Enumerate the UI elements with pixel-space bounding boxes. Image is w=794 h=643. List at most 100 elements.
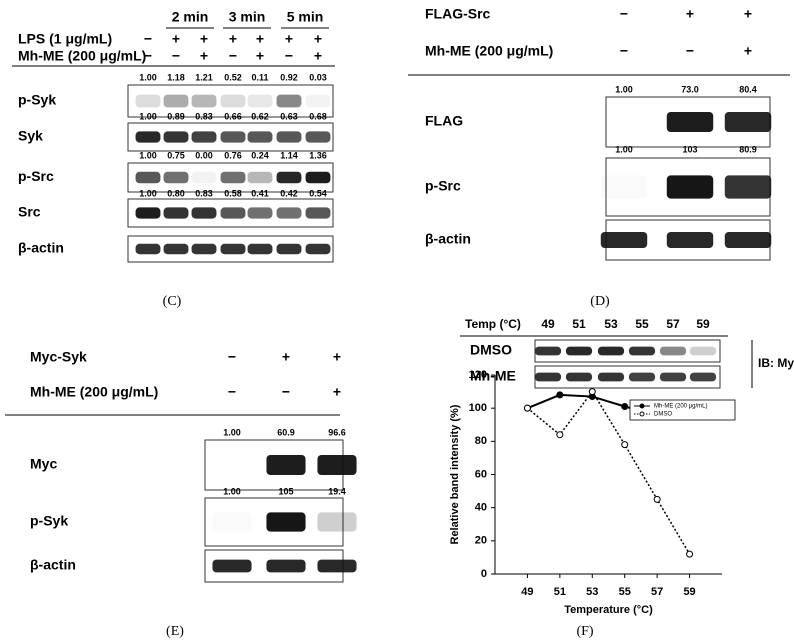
blot-band (534, 346, 562, 356)
quant-label: 80.4 (739, 84, 757, 94)
blot-band (628, 346, 656, 356)
blot-band (689, 372, 717, 382)
blot-band (266, 455, 306, 475)
blot-band (220, 171, 246, 184)
blot-band (600, 232, 648, 248)
quant-label: 1.21 (195, 72, 213, 82)
sign: + (314, 31, 322, 47)
quant-label: 1.14 (280, 150, 298, 160)
blot-band (220, 243, 246, 255)
y-tick-label: 20 (475, 535, 487, 547)
sign: + (200, 31, 208, 47)
blot-band (276, 243, 302, 255)
y-tick-label: 0 (481, 568, 487, 580)
blot-band (724, 175, 772, 199)
blot-band (317, 512, 357, 532)
y-tick-label: 40 (475, 502, 487, 514)
blot-band (666, 175, 714, 199)
quant-label: 0.66 (224, 111, 242, 121)
quant-label: 0.41 (251, 188, 269, 198)
blot-band (565, 372, 593, 382)
quant-label: 0.75 (167, 150, 185, 160)
sign: + (744, 6, 752, 22)
y-tick-label: 100 (469, 402, 487, 414)
blot-band (317, 559, 357, 573)
quant-label: 105 (278, 486, 293, 496)
sign: + (200, 48, 208, 64)
blot-label: DMSO (470, 342, 512, 358)
panel-caption: (E) (166, 624, 184, 639)
blot-label: Mh-ME (470, 368, 516, 384)
quant-label: 60.9 (277, 427, 295, 437)
quant-label: 19.4 (328, 486, 346, 496)
blot-band (305, 94, 331, 108)
blot-band (163, 94, 189, 108)
sign: + (314, 48, 322, 64)
x-tick-label: 53 (586, 586, 598, 598)
time-header: 2 min (172, 9, 209, 25)
blot-band (724, 112, 772, 132)
blot-band (266, 512, 306, 532)
blot-band (220, 131, 246, 143)
blot-band (597, 372, 625, 382)
panel: Myc-Syk − + + Mh-ME (200 μg/mL) − − + Myc 1.00 60.… (5, 349, 357, 639)
ib-label: IB: Myc (758, 356, 794, 370)
point (556, 391, 564, 399)
quant-label: 1.00 (223, 427, 241, 437)
blot-band (212, 512, 251, 531)
blot-band (666, 232, 714, 248)
blot-label: p-Src (425, 178, 461, 194)
sign: − (620, 6, 628, 22)
blot-band (305, 243, 331, 255)
point (686, 550, 694, 558)
temp-label: 57 (666, 317, 680, 331)
quant-label: 80.9 (739, 144, 757, 154)
y-tick-label: 80 (475, 435, 487, 447)
y-tick-label: 60 (475, 468, 487, 480)
point (653, 495, 661, 503)
quant-label: 96.6 (328, 427, 346, 437)
temp-label: 59 (696, 317, 710, 331)
quant-label: 0.68 (309, 111, 327, 121)
blot-band (305, 171, 331, 184)
blot-band (135, 207, 161, 219)
time-header: 3 min (229, 9, 266, 25)
blot-band (534, 372, 562, 382)
legend-label: DMSO (654, 412, 672, 418)
blot-band (276, 94, 302, 108)
legend-label: Mh-ME (200 μg/mL) (654, 404, 707, 410)
temp-label: 51 (572, 317, 586, 331)
sign: − (686, 43, 694, 59)
blot-band (135, 243, 161, 255)
blot-band (191, 94, 217, 108)
blot-band (247, 243, 273, 255)
panel-caption: (D) (590, 294, 610, 309)
sign: + (333, 349, 341, 365)
quant-label: 0.62 (251, 111, 269, 121)
blot-label: β-actin (18, 240, 64, 256)
sign: + (285, 31, 293, 47)
sign: + (172, 31, 180, 47)
point (621, 441, 629, 449)
quant-label: 0.11 (251, 72, 268, 82)
blot-band (135, 171, 161, 184)
point (556, 431, 564, 439)
blot-band (191, 131, 217, 143)
blot-band (247, 207, 273, 219)
quant-label: 0.03 (309, 72, 327, 82)
blot-band (317, 455, 357, 475)
quant-label: 0.54 (309, 188, 327, 198)
blot-band (163, 243, 189, 255)
legend-box (629, 399, 736, 421)
quant-label: 0.63 (280, 111, 298, 121)
blot-band (666, 112, 714, 132)
x-tick-label: 57 (651, 586, 663, 598)
sign: − (228, 349, 236, 365)
sign: + (229, 31, 237, 47)
y-axis-label: Relative band intensity (%) (449, 404, 461, 544)
x-tick-label: 51 (554, 586, 566, 598)
panel-caption: (F) (576, 624, 593, 639)
blot-band (266, 559, 306, 573)
